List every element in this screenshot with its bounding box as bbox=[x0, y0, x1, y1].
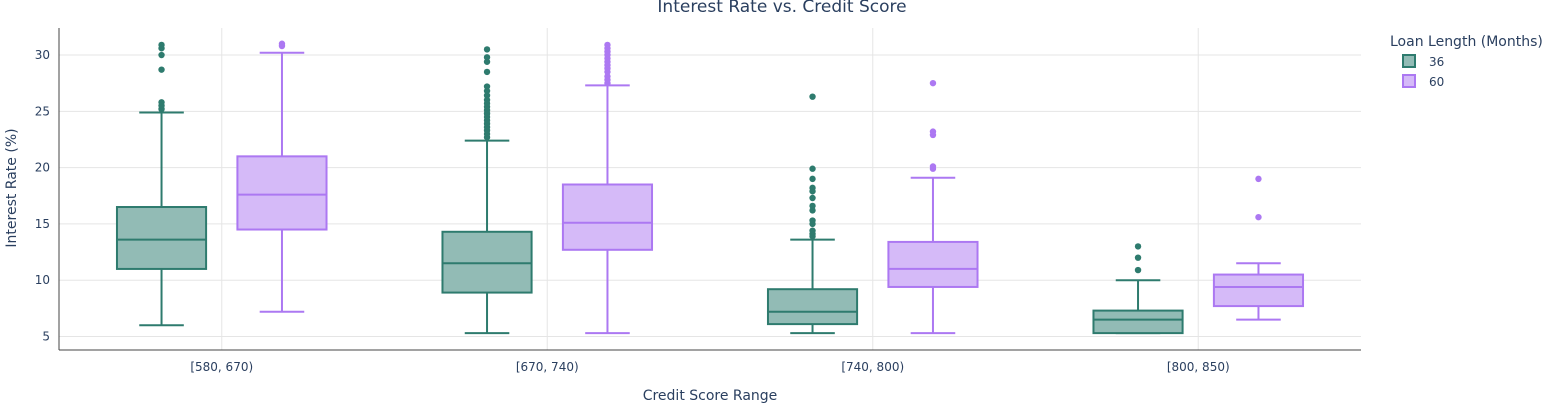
outlier-point bbox=[483, 96, 491, 104]
iqr-box bbox=[1212, 273, 1305, 308]
y-axis-title: Interest Rate (%) bbox=[4, 128, 20, 247]
y-tick-label: 15 bbox=[35, 217, 50, 231]
legend-item-36: 36 bbox=[1402, 54, 1444, 69]
outlier-point bbox=[1134, 243, 1142, 250]
y-tick-label: 25 bbox=[35, 104, 50, 118]
x-axis-title: Credit Score Range bbox=[643, 388, 778, 404]
outlier-point bbox=[278, 40, 286, 47]
outlier-point bbox=[483, 46, 491, 53]
outlier-point bbox=[1134, 266, 1142, 274]
x-tick-label: [740, 800) bbox=[841, 360, 904, 374]
outlier-point bbox=[604, 73, 611, 80]
outlier-point bbox=[809, 175, 816, 183]
x-tick-label: [800, 850) bbox=[1167, 360, 1230, 374]
iqr-box bbox=[887, 240, 979, 288]
legend-swatch bbox=[1402, 54, 1416, 68]
outlier-point bbox=[809, 165, 816, 172]
outlier-point bbox=[809, 227, 816, 234]
outlier-point bbox=[483, 54, 491, 61]
axis-layer: 5 10 15 20 25 30 [580, 670) [670, 740) [740, 800… bbox=[35, 28, 1361, 374]
outlier-point bbox=[158, 41, 165, 49]
box-36-0 bbox=[115, 41, 208, 327]
legend-item-60: 60 bbox=[1402, 74, 1444, 89]
legend-label: 36 bbox=[1429, 55, 1444, 69]
x-tick-label: [670, 740) bbox=[516, 360, 579, 374]
outlier-point bbox=[483, 58, 491, 65]
box-36-3 bbox=[1092, 243, 1184, 335]
x-tick-label: [580, 670) bbox=[190, 360, 253, 374]
iqr-box bbox=[1092, 309, 1184, 335]
iqr-box bbox=[441, 230, 533, 294]
outlier-point bbox=[483, 68, 491, 76]
outlier-point bbox=[158, 99, 165, 106]
box-layer bbox=[115, 40, 1305, 335]
box-60-2 bbox=[887, 79, 979, 335]
outlier-point bbox=[809, 217, 816, 224]
y-tick-label: 10 bbox=[35, 273, 50, 287]
box-36-1 bbox=[441, 46, 533, 335]
iqr-box bbox=[766, 288, 859, 326]
outlier-point bbox=[929, 163, 937, 170]
outlier-point bbox=[1134, 254, 1142, 261]
outlier-point bbox=[483, 92, 491, 99]
chart-title: Interest Rate vs. Credit Score bbox=[657, 0, 906, 17]
legend-swatch bbox=[1402, 74, 1416, 88]
outlier-point bbox=[483, 83, 491, 90]
outlier-point bbox=[1255, 213, 1262, 221]
box-60-3 bbox=[1212, 175, 1305, 321]
y-tick-label: 20 bbox=[35, 161, 50, 175]
outlier-point bbox=[809, 207, 816, 214]
outlier-point bbox=[483, 87, 491, 95]
box-60-0 bbox=[236, 40, 328, 313]
outlier-point bbox=[158, 51, 165, 59]
outlier-point bbox=[604, 41, 611, 49]
outlier-point bbox=[809, 93, 816, 100]
outlier-point bbox=[1255, 175, 1262, 183]
iqr-box bbox=[561, 183, 654, 251]
outlier-point bbox=[809, 202, 816, 210]
box-36-2 bbox=[766, 93, 859, 335]
iqr-box bbox=[236, 155, 328, 231]
y-tick-label: 5 bbox=[42, 329, 50, 343]
outlier-point bbox=[158, 66, 165, 73]
legend-label: 60 bbox=[1429, 75, 1444, 89]
outlier-point bbox=[809, 184, 816, 192]
box-60-1 bbox=[561, 41, 654, 335]
outlier-point bbox=[929, 128, 937, 135]
legend-title: Loan Length (Months) bbox=[1390, 34, 1543, 50]
outlier-point bbox=[809, 194, 816, 202]
iqr-box bbox=[115, 206, 208, 270]
y-tick-label: 30 bbox=[35, 48, 50, 62]
outlier-point bbox=[929, 79, 937, 87]
